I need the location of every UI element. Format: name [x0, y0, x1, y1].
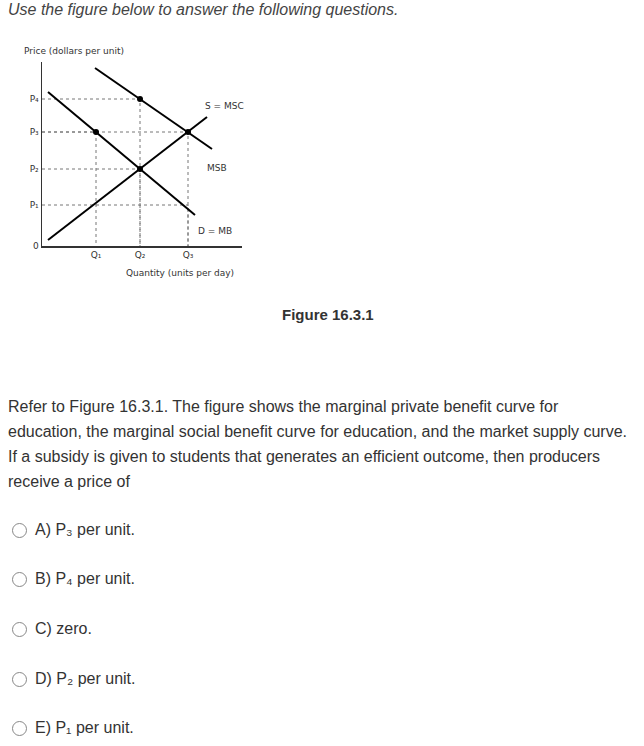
svg-text:P₄: P₄	[30, 94, 39, 104]
svg-text:D = MB: D = MB	[198, 226, 232, 236]
svg-text:0: 0	[33, 241, 39, 251]
svg-text:Q₂: Q₂	[135, 250, 146, 260]
svg-text:S = MSC: S = MSC	[205, 101, 244, 111]
svg-text:Q₁: Q₁	[91, 250, 102, 260]
svg-text:Quantity (units per day): Quantity (units per day)	[126, 268, 234, 278]
svg-text:P₁: P₁	[30, 200, 39, 210]
html-text:B) P₄ per unit.: B) P₄ per unit.	[35, 570, 135, 587]
svg-text:P₃: P₃	[30, 127, 39, 137]
html-text:D) P₂ per unit.: D) P₂ per unit.	[35, 670, 136, 687]
svg-text:P₂: P₂	[30, 164, 39, 174]
svg-text:MSB: MSB	[207, 163, 227, 173]
html-text:E) P₁ per unit.: E) P₁ per unit.	[35, 719, 134, 736]
html-text:Figure 16.3.1: Figure 16.3.1	[282, 306, 374, 323]
svg-text:Q₃: Q₃	[183, 250, 194, 260]
html-text:Refer to Figure 16.3.1. The fi: Refer to Figure 16.3.1. The figure shows…	[8, 398, 627, 490]
html-text:Use the figure below to answer: Use the figure below to answer the follo…	[8, 1, 399, 18]
svg-text:Price (dollars per unit): Price (dollars per unit)	[24, 46, 124, 56]
html-text:C) zero.: C) zero.	[35, 620, 92, 637]
html-text:A) P₃ per unit.: A) P₃ per unit.	[35, 521, 135, 538]
